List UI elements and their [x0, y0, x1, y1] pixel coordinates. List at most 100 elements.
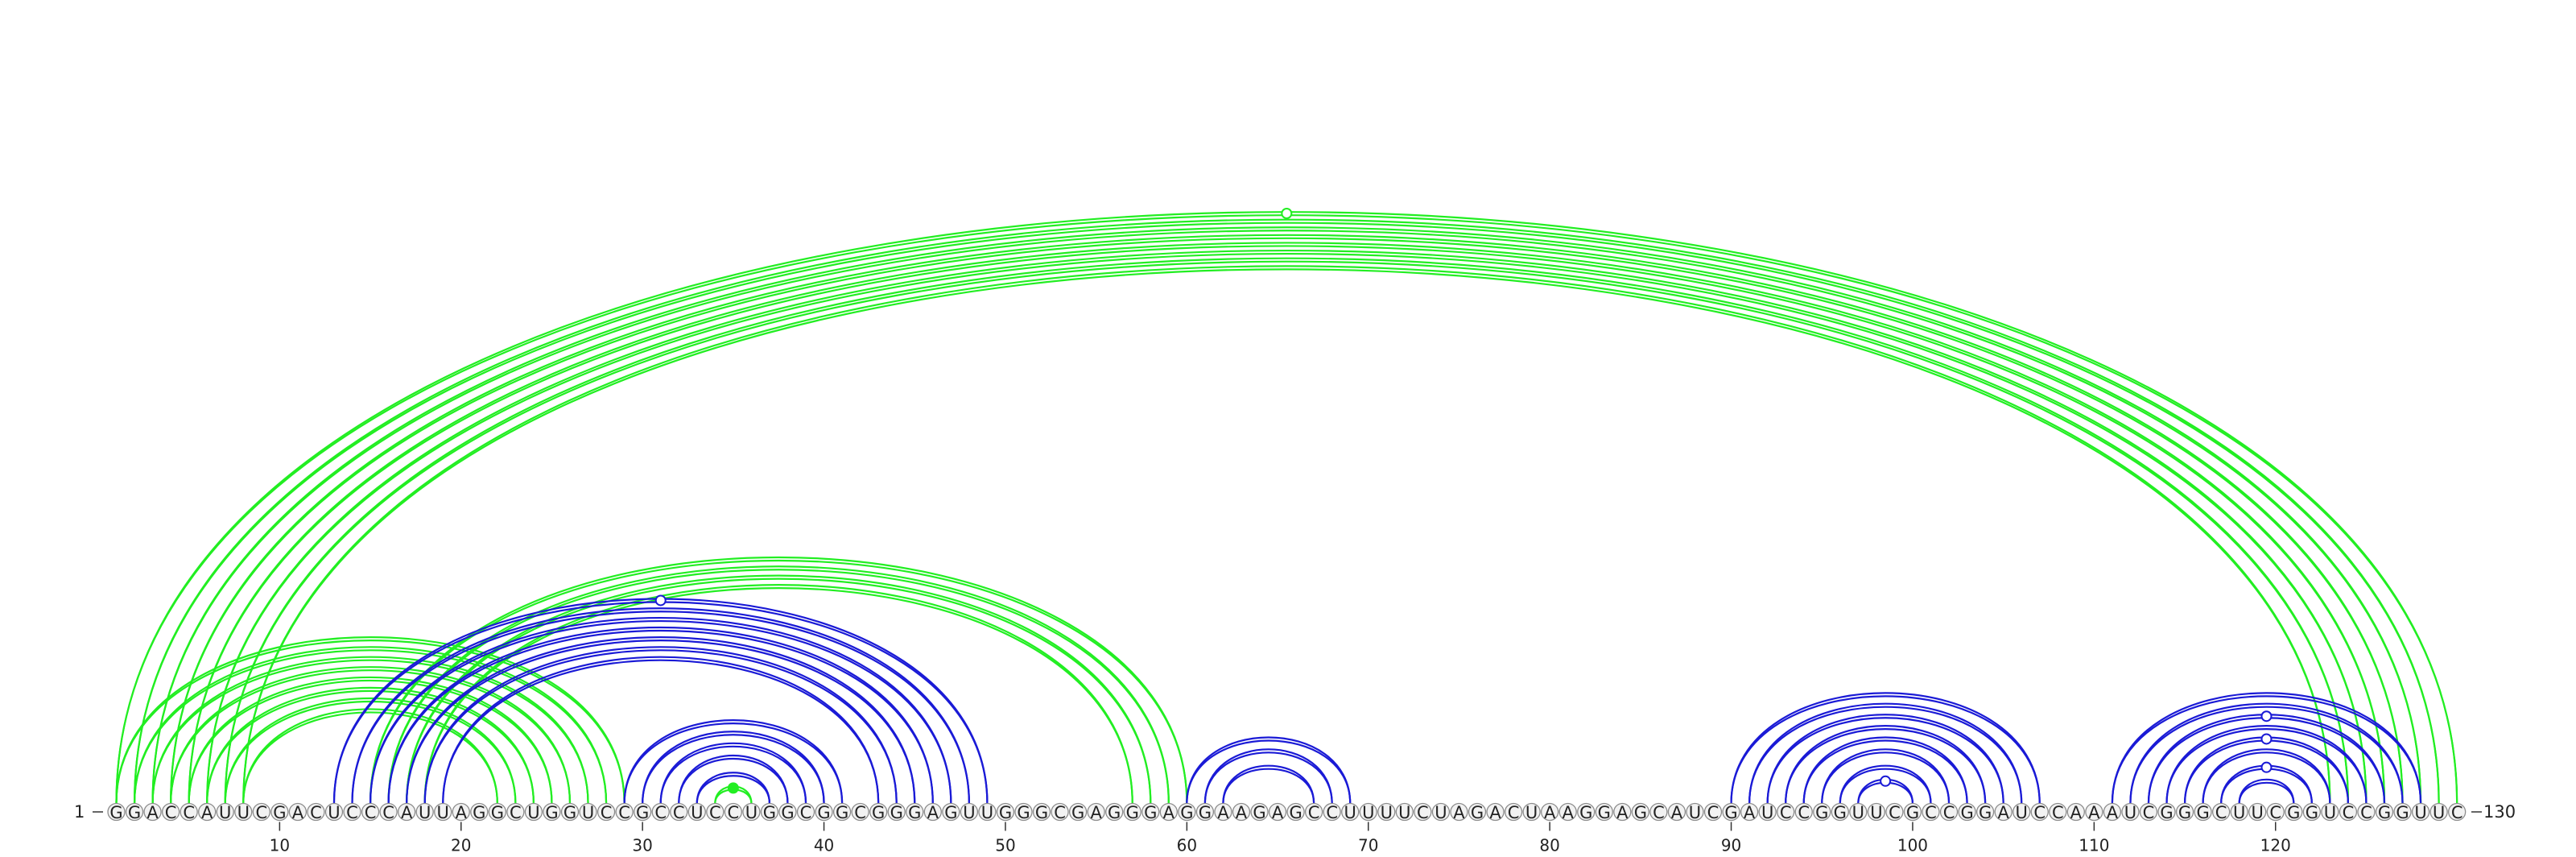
arc-marker: [1880, 775, 1892, 787]
nucleotide-letter: C: [709, 803, 721, 822]
nucleotide-letter: C: [510, 803, 522, 822]
nucleotide-letter: C: [1508, 803, 1520, 822]
nucleotide-letter: U: [1525, 803, 1538, 822]
base-pair-arc: [151, 656, 589, 804]
nucleotide-letter: G: [1289, 803, 1302, 822]
nucleotide-letter: G: [1598, 803, 1611, 822]
nucleotide-letter: U: [1761, 803, 1773, 822]
base-pair-arc: [1802, 736, 1968, 804]
nucleotide-circle: [1323, 802, 1341, 822]
nucleotide-circle: [1468, 802, 1487, 822]
nucleotide-letter: G: [1724, 803, 1737, 822]
nucleotide-circle: [2393, 802, 2412, 822]
sequence-end-label: 130: [2483, 802, 2516, 822]
base-pair-arc: [406, 640, 916, 804]
nucleotide-letter: G: [273, 803, 286, 822]
nucleotide-circle: [343, 802, 361, 822]
nucleotide-circle: [379, 802, 398, 822]
base-pair-arc: [170, 666, 572, 804]
nucleotide-letter: A: [2088, 803, 2100, 822]
nucleotide-letter: G: [763, 803, 776, 822]
nucleotide-letter: G: [128, 803, 141, 822]
nucleotide-letter: C: [601, 803, 613, 822]
base-pair-arc: [1222, 764, 1315, 804]
base-pair-arc: [224, 257, 2350, 804]
nucleotide-letter: U: [2233, 803, 2245, 822]
nucleotide-circle: [107, 802, 126, 822]
nucleotide-letter: G: [908, 803, 921, 822]
nucleotide-circle: [869, 802, 888, 822]
nucleotide-letter: A: [1563, 803, 1575, 822]
nucleotide-letter: G: [2160, 803, 2173, 822]
nucleotide-circle: [942, 802, 960, 822]
nucleotide-circle: [887, 802, 906, 822]
tick-label: 60: [1177, 836, 1197, 855]
nucleotide-circle: [1994, 802, 2013, 822]
arc-marker: [654, 594, 667, 607]
nucleotide-letter: U: [1398, 803, 1410, 822]
nucleotide-circle: [1849, 802, 1868, 822]
nucleotide-letter: A: [456, 803, 468, 822]
nucleotide-circle: [1703, 802, 1723, 822]
base-pair-arc: [623, 719, 844, 804]
base-pair-arc: [151, 230, 2422, 804]
nucleotide-letter: A: [1671, 803, 1683, 822]
nucleotide-circle: [1195, 802, 1215, 822]
base-pair-arc: [659, 742, 807, 804]
nucleotide-circle: [597, 802, 616, 822]
nucleotide-letter: C: [2343, 803, 2355, 822]
nucleotide-circle: [2013, 802, 2031, 822]
nucleotide-letter: A: [147, 803, 159, 822]
nucleotide-circle: [2248, 802, 2267, 822]
base-pair-arc: [242, 265, 2331, 804]
base-pair-arc: [678, 754, 789, 804]
base-pair-arc: [151, 659, 589, 804]
nucleotide-letter: U: [745, 803, 758, 822]
nucleotide-letter: G: [491, 803, 504, 822]
base-pair-arc: [1203, 751, 1333, 804]
nucleotide-circle: [1922, 802, 1940, 822]
nucleotide-circle: [2266, 802, 2285, 822]
nucleotide-letter: C: [1054, 803, 1066, 822]
nucleotide-circle: [2357, 802, 2376, 822]
sequence-start-label: 1: [74, 802, 85, 822]
nucleotide-circle: [143, 802, 162, 822]
base-pair-arc: [170, 234, 2404, 804]
nucleotide-circle: [470, 802, 489, 822]
nucleotide-circle: [2448, 802, 2467, 822]
nucleotide-letter: C: [2052, 803, 2064, 822]
nucleotide-letter: G: [1979, 803, 1992, 822]
base-pair-arc: [1186, 739, 1352, 804]
nucleotide-circle: [1649, 802, 1668, 822]
nucleotide-letter: C: [1653, 803, 1665, 822]
tick-label: 50: [995, 836, 1015, 855]
nucleotide-letter: G: [109, 803, 122, 822]
base-pair-arc: [1748, 706, 2023, 804]
nucleotide-letter: C: [728, 803, 740, 822]
base-pair-arc: [642, 731, 825, 804]
nucleotide-circle: [2339, 802, 2358, 822]
nucleotide-letter: A: [1744, 803, 1756, 822]
base-pair-arc: [1802, 739, 1968, 804]
base-pair-arc: [133, 221, 2440, 804]
nucleotide-circle: [760, 802, 779, 822]
nucleotide-circle: [2285, 802, 2303, 822]
nucleotide-circle: [2121, 802, 2140, 822]
nucleotide-letter: A: [927, 803, 939, 822]
nucleotide-letter: C: [854, 803, 866, 822]
arc-markers: [654, 208, 2273, 794]
base-pair-arc: [1186, 736, 1352, 804]
nucleotide-circle: [687, 802, 706, 822]
nucleotide-circle: [923, 802, 942, 822]
nucleotide-letter: C: [2451, 803, 2463, 822]
nucleotide-letter: G: [1906, 803, 1919, 822]
base-pair-arc: [206, 252, 2368, 804]
base-pair-arc: [1203, 748, 1333, 804]
nucleotide-circle: [361, 802, 380, 822]
tick-label: 100: [1897, 836, 1928, 855]
nucleotide-circle: [906, 802, 924, 822]
base-pair-arc: [1222, 768, 1315, 804]
nucleotide-letter: U: [2433, 803, 2445, 822]
